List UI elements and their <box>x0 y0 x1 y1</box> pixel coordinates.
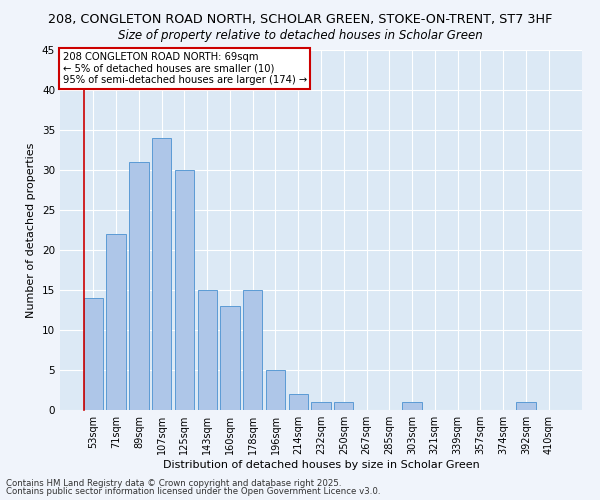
Bar <box>84 298 103 410</box>
Bar <box>220 306 239 410</box>
Bar <box>243 290 262 410</box>
Bar <box>311 402 331 410</box>
Text: Size of property relative to detached houses in Scholar Green: Size of property relative to detached ho… <box>118 29 482 42</box>
Bar <box>175 170 194 410</box>
Bar <box>289 394 308 410</box>
Text: Contains public sector information licensed under the Open Government Licence v3: Contains public sector information licen… <box>6 487 380 496</box>
Bar <box>266 370 285 410</box>
Bar <box>106 234 126 410</box>
Bar <box>129 162 149 410</box>
Bar <box>334 402 353 410</box>
Y-axis label: Number of detached properties: Number of detached properties <box>26 142 37 318</box>
Bar <box>152 138 172 410</box>
Bar <box>403 402 422 410</box>
Text: Contains HM Land Registry data © Crown copyright and database right 2025.: Contains HM Land Registry data © Crown c… <box>6 478 341 488</box>
Bar <box>516 402 536 410</box>
Text: 208, CONGLETON ROAD NORTH, SCHOLAR GREEN, STOKE-ON-TRENT, ST7 3HF: 208, CONGLETON ROAD NORTH, SCHOLAR GREEN… <box>48 12 552 26</box>
Bar <box>197 290 217 410</box>
Text: 208 CONGLETON ROAD NORTH: 69sqm
← 5% of detached houses are smaller (10)
95% of : 208 CONGLETON ROAD NORTH: 69sqm ← 5% of … <box>62 52 307 85</box>
X-axis label: Distribution of detached houses by size in Scholar Green: Distribution of detached houses by size … <box>163 460 479 470</box>
